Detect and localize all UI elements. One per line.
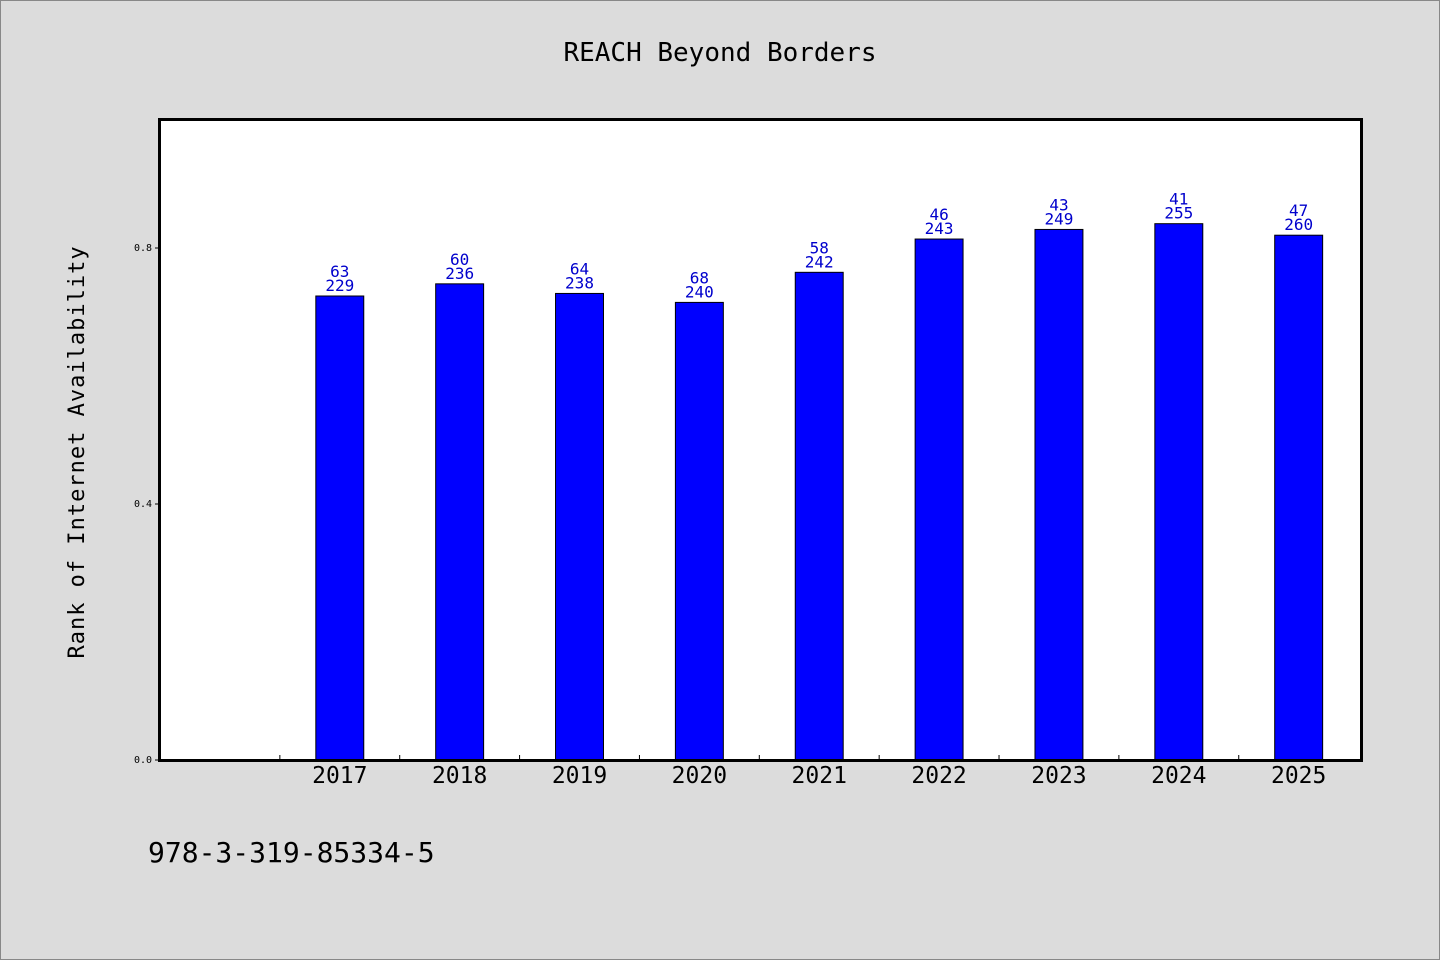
data-label-top-2021: 58 <box>810 238 829 257</box>
bar-2025 <box>1274 234 1324 761</box>
chart-title: REACH Beyond Borders <box>563 38 876 68</box>
data-label-bottom-2023: 249 <box>1044 209 1073 228</box>
bar-2024 <box>1154 223 1204 761</box>
y-tick-label: 0.4 <box>134 499 152 510</box>
data-label-top-2024: 41 <box>1169 190 1188 209</box>
data-label-top-2018: 60 <box>450 250 469 269</box>
y-axis-label: Rank of Internet Availability <box>65 245 90 658</box>
x-tick-label-2024: 2024 <box>1151 763 1206 789</box>
isbn-text: 978-3-319-85334-5 <box>148 836 435 869</box>
data-label-bottom-2019: 238 <box>565 273 594 292</box>
data-label-top-2017: 63 <box>330 262 349 281</box>
data-label-bottom-2022: 243 <box>925 219 954 238</box>
x-tick-label-2019: 2019 <box>552 763 607 789</box>
x-tick-label-2018: 2018 <box>432 763 487 789</box>
x-tick-label-2022: 2022 <box>911 763 966 789</box>
data-label-top-2019: 64 <box>570 259 589 278</box>
bar-2019 <box>555 292 604 761</box>
ticks-group: 2017 2018 2019 2020 2021 2022 2023 2024 2025 0.0 0… <box>134 243 1326 789</box>
data-label-top-2025: 47 <box>1289 201 1308 220</box>
bar-2022 <box>914 238 964 761</box>
bar-2023 <box>1034 228 1084 761</box>
data-label-bottom-2021: 242 <box>805 252 834 271</box>
data-label-bottom-2024: 255 <box>1164 204 1193 223</box>
bar-2018 <box>435 283 485 761</box>
bar-2021 <box>794 271 844 761</box>
plot-border <box>158 118 1363 762</box>
data-label-top-2022: 46 <box>929 205 948 224</box>
data-label-bottom-2020: 240 <box>685 282 714 301</box>
y-tick-label: 0.8 <box>134 243 152 254</box>
data-label-bottom-2017: 229 <box>325 276 354 295</box>
x-tick-label-2023: 2023 <box>1031 763 1086 789</box>
data-label-top-2023: 43 <box>1049 195 1068 214</box>
bar-2017 <box>315 295 365 761</box>
x-tick-label-2020: 2020 <box>672 763 727 789</box>
y-tick-label: 0.0 <box>134 755 152 766</box>
bar-2020 <box>674 301 724 761</box>
x-tick-label-2017: 2017 <box>312 763 367 789</box>
x-tick-label-2021: 2021 <box>792 763 847 789</box>
data-label-bottom-2025: 260 <box>1284 215 1313 234</box>
x-tick-label-2025: 2025 <box>1271 763 1326 789</box>
data-label-top-2020: 68 <box>690 268 709 287</box>
data-label-bottom-2018: 236 <box>445 264 474 283</box>
